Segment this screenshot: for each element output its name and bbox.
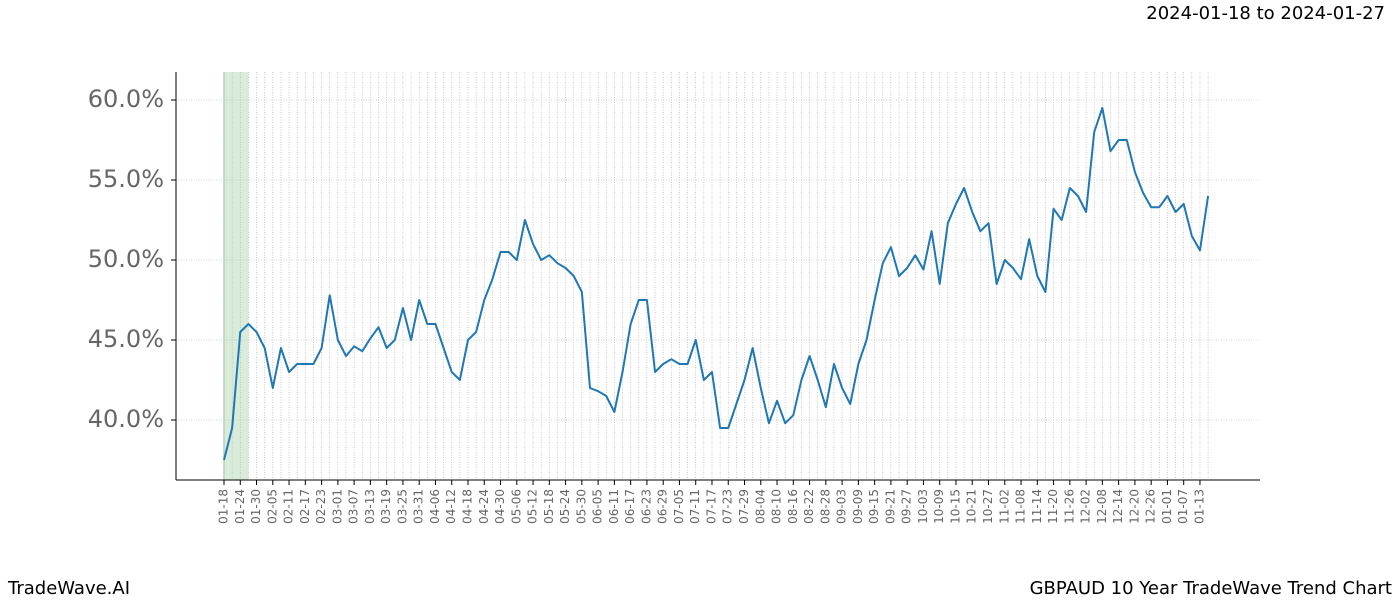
- x-tick-label: 03-13: [363, 489, 377, 524]
- x-tick-label: 04-18: [460, 489, 474, 524]
- x-tick-label: 11-20: [1046, 489, 1060, 524]
- x-tick-label: 11-26: [1062, 489, 1076, 524]
- x-tick-label: 12-20: [1127, 489, 1141, 524]
- x-tick-label: 08-22: [802, 489, 816, 524]
- x-tick-label: 03-25: [395, 489, 409, 524]
- y-tick-label: 50.0%: [88, 245, 164, 273]
- y-tick-label: 55.0%: [88, 165, 164, 193]
- x-tick-label: 07-29: [737, 489, 751, 524]
- x-tick-label: 11-14: [1030, 489, 1044, 524]
- date-range: 2024-01-18 to 2024-01-27: [1146, 3, 1385, 24]
- x-tick-label: 01-30: [249, 489, 263, 524]
- series-line: [223, 107, 1210, 461]
- x-tick-label: 12-08: [1095, 489, 1109, 524]
- x-tick-label: 02-17: [298, 489, 312, 524]
- y-tick-label: 40.0%: [88, 405, 164, 433]
- x-tick-label: 01-13: [1192, 489, 1206, 524]
- chart-title: GBPAUD 10 Year TradeWave Trend Chart: [1030, 578, 1392, 599]
- y-tick-label: 45.0%: [88, 325, 164, 353]
- x-tick-label: 08-16: [786, 489, 800, 524]
- x-tick-label: 05-06: [509, 489, 523, 524]
- x-tick-label: 10-21: [965, 489, 979, 524]
- x-tick-label: 04-30: [493, 489, 507, 524]
- x-tick-label: 09-09: [851, 489, 865, 524]
- x-tick-label: 05-30: [574, 489, 588, 524]
- x-tick-label: 08-10: [770, 489, 784, 524]
- x-tick-label: 05-24: [558, 489, 572, 524]
- x-tick-label: 06-29: [656, 489, 670, 524]
- x-tick-label: 03-31: [412, 489, 426, 524]
- x-tick-label: 02-11: [282, 489, 296, 524]
- x-tick-label: 04-24: [477, 489, 491, 524]
- x-tick-label: 04-12: [444, 489, 458, 524]
- x-tick-label: 06-17: [623, 489, 637, 524]
- x-tick-label: 12-02: [1079, 489, 1093, 524]
- x-tick-label: 04-06: [428, 489, 442, 524]
- x-tick-label: 06-23: [639, 489, 653, 524]
- x-tick-label: 07-11: [688, 489, 702, 524]
- x-tick-label: 10-27: [981, 489, 995, 524]
- x-tick-label: 02-05: [265, 489, 279, 524]
- x-tick-label: 09-27: [900, 489, 914, 524]
- x-tick-label: 09-03: [835, 489, 849, 524]
- x-tick-label: 01-18: [217, 489, 231, 524]
- x-tick-label: 08-04: [753, 489, 767, 524]
- x-tick-label: 08-28: [818, 489, 832, 524]
- x-tick-label: 07-05: [672, 489, 686, 524]
- x-tick-label: 02-23: [314, 489, 328, 524]
- x-tick-label: 03-07: [347, 489, 361, 524]
- x-tick-label: 05-12: [526, 489, 540, 524]
- x-tick-label: 01-24: [233, 489, 247, 524]
- x-tick-label: 06-05: [591, 489, 605, 524]
- x-tick-label: 03-01: [330, 489, 344, 524]
- y-tick-label: 60.0%: [88, 85, 164, 113]
- x-tick-label: 06-11: [607, 489, 621, 524]
- x-tick-label: 05-18: [542, 489, 556, 524]
- x-tick-label: 01-01: [1160, 489, 1174, 524]
- x-tick-label: 11-02: [997, 489, 1011, 524]
- x-tick-label: 10-03: [916, 489, 930, 524]
- x-tick-label: 09-15: [867, 489, 881, 524]
- highlight-span: [224, 72, 249, 480]
- brand: TradeWave.AI: [7, 578, 130, 599]
- x-tick-label: 10-15: [948, 489, 962, 524]
- x-tick-label: 12-14: [1111, 489, 1125, 524]
- x-tick-label: 09-21: [883, 489, 897, 524]
- x-tick-label: 07-17: [704, 489, 718, 524]
- x-tick-label: 12-26: [1144, 489, 1158, 524]
- x-tick-label: 01-07: [1176, 489, 1190, 524]
- x-tick-label: 11-08: [1014, 489, 1028, 524]
- x-tick-label: 10-09: [932, 489, 946, 524]
- x-tick-label: 03-19: [379, 489, 393, 524]
- x-tick-label: 07-23: [721, 489, 735, 524]
